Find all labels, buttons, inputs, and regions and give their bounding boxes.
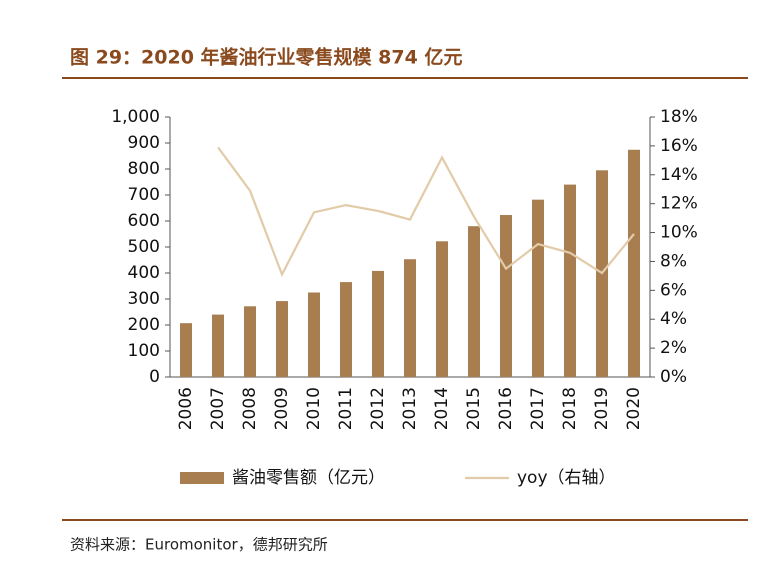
x-tick-label: 2020 (624, 387, 644, 430)
legend-label: 酱油零售额（亿元） (232, 468, 385, 488)
bar (404, 259, 416, 377)
x-tick-label: 2017 (528, 387, 548, 430)
x-tick-label: 2010 (304, 387, 324, 430)
y-tick-label: 700 (128, 185, 160, 205)
x-tick-label: 2015 (464, 387, 484, 430)
bar (372, 270, 384, 377)
yoy-line (217, 146, 635, 278)
y-tick-label: 300 (128, 289, 160, 309)
y2-tick-label: 12% (660, 194, 698, 214)
x-tick-label: 2018 (560, 387, 580, 430)
y2-tick-label: 2% (660, 338, 687, 358)
y-tick-label: 100 (128, 341, 160, 361)
x-tick-label: 2013 (400, 387, 420, 430)
y-tick-label: 800 (128, 159, 160, 179)
y2-tick-label: 16% (660, 136, 698, 156)
x-tick-label: 2006 (176, 387, 196, 430)
bar (308, 292, 320, 377)
x-tick-label: 2014 (432, 387, 452, 430)
bar (212, 314, 224, 377)
bar (340, 282, 352, 377)
x-tick-label: 2009 (272, 387, 292, 430)
legend-label: yoy（右轴） (517, 468, 616, 488)
y-tick-label: 200 (128, 315, 160, 335)
x-tick-label: 2007 (208, 387, 228, 430)
bar (436, 241, 448, 377)
y-tick-label: 900 (128, 133, 160, 153)
bar (468, 226, 480, 377)
y-tick-label: 500 (128, 237, 160, 257)
y2-tick-label: 8% (660, 251, 687, 271)
bar (564, 184, 576, 377)
bar (276, 301, 288, 377)
y2-tick-label: 0% (660, 367, 687, 387)
y2-tick-label: 10% (660, 223, 698, 243)
y-tick-label: 1,000 (111, 107, 160, 127)
source-note: 资料来源：Euromonitor，德邦研究所 (70, 536, 328, 554)
bar (532, 199, 544, 377)
bar (180, 323, 192, 377)
x-tick-label: 2011 (336, 387, 356, 430)
y2-tick-label: 4% (660, 309, 687, 329)
x-tick-label: 2016 (496, 387, 516, 430)
y2-tick-label: 14% (660, 165, 698, 185)
x-tick-label: 2008 (240, 387, 260, 430)
bar (500, 215, 512, 377)
legend-swatch (180, 472, 224, 484)
y-tick-label: 600 (128, 211, 160, 231)
bar (244, 306, 256, 377)
chart-title: 图 29：2020 年酱油行业零售规模 874 亿元 (70, 46, 462, 69)
y2-tick-label: 18% (660, 107, 698, 127)
x-tick-label: 2012 (368, 387, 388, 430)
y-tick-label: 400 (128, 263, 160, 283)
y2-tick-label: 6% (660, 280, 687, 300)
bar (628, 149, 640, 377)
y-tick-label: 0 (149, 367, 160, 387)
x-tick-label: 2019 (592, 387, 612, 430)
